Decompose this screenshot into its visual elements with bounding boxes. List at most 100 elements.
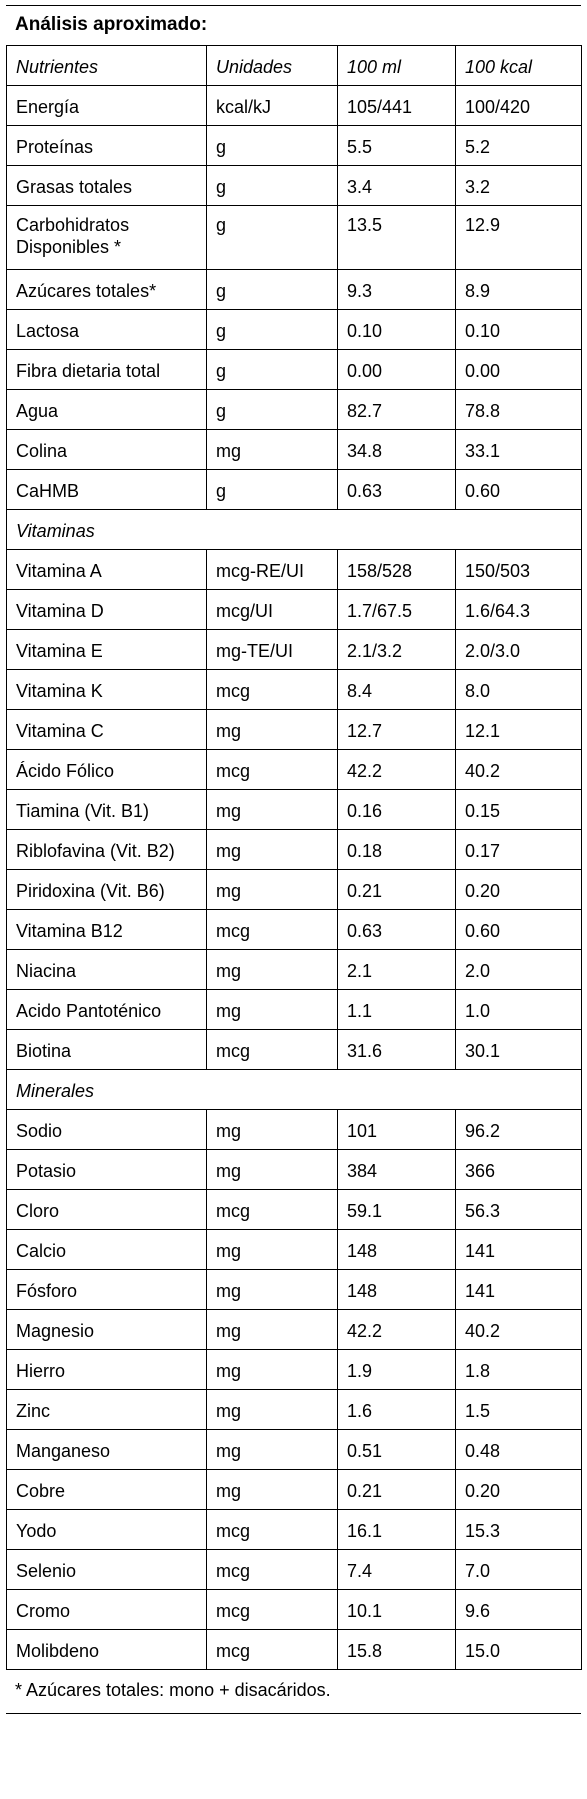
table-cell: 0.63	[337, 469, 456, 510]
table-row: Sodio mg 101 96.2	[6, 1109, 582, 1150]
table-cell: 0.17	[455, 829, 582, 870]
table-cell: 0.00	[455, 349, 582, 390]
table-cell: g	[206, 309, 338, 350]
table-cell: mcg	[206, 1189, 338, 1230]
table-cell: 366	[455, 1149, 582, 1190]
table-cell: Grasas totales	[6, 165, 207, 206]
table-cell: Niacina	[6, 949, 207, 990]
table-cell: mg	[206, 789, 338, 830]
table-row: Riblofavina (Vit. B2) mg 0.18 0.17	[6, 829, 582, 870]
table-cell: Hierro	[6, 1349, 207, 1390]
table-cell: 34.8	[337, 429, 456, 470]
table-cell: 100/420	[455, 85, 582, 126]
table-cell: 7.0	[455, 1549, 582, 1590]
header-cell: Unidades	[206, 45, 338, 86]
table-cell: mcg	[206, 1549, 338, 1590]
table-cell: Zinc	[6, 1389, 207, 1430]
table-cell: 0.10	[337, 309, 456, 350]
table-cell: mcg	[206, 669, 338, 710]
section-cell: Minerales	[6, 1069, 582, 1110]
table-cell: mcg	[206, 1029, 338, 1070]
table-cell: Tiamina (Vit. B1)	[6, 789, 207, 830]
table-cell: Vitamina E	[6, 629, 207, 670]
table-cell: g	[206, 269, 338, 310]
table-row: CaHMB g 0.63 0.60	[6, 469, 582, 510]
table-cell: mcg	[206, 909, 338, 950]
table-cell: 0.10	[455, 309, 582, 350]
table-cell: mg	[206, 1389, 338, 1430]
table-cell: mcg/UI	[206, 589, 338, 630]
table-row: Fibra dietaria total g 0.00 0.00	[6, 349, 582, 390]
table-cell: Yodo	[6, 1509, 207, 1550]
table-cell: 1.6/64.3	[455, 589, 582, 630]
table-cell: Sodio	[6, 1109, 207, 1150]
table-cell: mcg	[206, 1629, 338, 1670]
table-cell: 10.1	[337, 1589, 456, 1630]
table-cell: 3.4	[337, 165, 456, 206]
table-cell: 384	[337, 1149, 456, 1190]
table-cell: 96.2	[455, 1109, 582, 1150]
table-cell: g	[206, 349, 338, 390]
table-cell: Selenio	[6, 1549, 207, 1590]
table-cell: 1.9	[337, 1349, 456, 1390]
table-cell: mcg-RE/UI	[206, 549, 338, 590]
table-cell: 158/528	[337, 549, 456, 590]
table-cell: 1.1	[337, 989, 456, 1030]
table-row: Zinc mg 1.6 1.5	[6, 1389, 582, 1430]
table-cell: 12.7	[337, 709, 456, 750]
table-row: Biotina mcg 31.6 30.1	[6, 1029, 582, 1070]
table-row: Fósforo mg 148 141	[6, 1269, 582, 1310]
table-cell: 15.0	[455, 1629, 582, 1670]
table-cell: 31.6	[337, 1029, 456, 1070]
table-cell: mg	[206, 1469, 338, 1510]
table-cell: 16.1	[337, 1509, 456, 1550]
table-cell: Vitamina A	[6, 549, 207, 590]
table-cell: 9.3	[337, 269, 456, 310]
table-cell: 30.1	[455, 1029, 582, 1070]
table-row: Yodo mcg 16.1 15.3	[6, 1509, 582, 1550]
table-cell: 0.20	[455, 1469, 582, 1510]
table-cell: Colina	[6, 429, 207, 470]
table-cell: 56.3	[455, 1189, 582, 1230]
table-cell: g	[206, 469, 338, 510]
table-cell: 0.21	[337, 869, 456, 910]
header-cell: 100 kcal	[455, 45, 582, 86]
page: Análisis aproximado: Nutrientes Unidades 1…	[0, 5, 587, 1799]
table-row: Vitamina B12 mcg 0.63 0.60	[6, 909, 582, 950]
table-cell: Cloro	[6, 1189, 207, 1230]
table-cell: Fibra dietaria total	[6, 349, 207, 390]
table-cell: 2.1/3.2	[337, 629, 456, 670]
table-row: Cobre mg 0.21 0.20	[6, 1469, 582, 1510]
table-cell: Lactosa	[6, 309, 207, 350]
table-cell: 42.2	[337, 1309, 456, 1350]
table-cell: 1.6	[337, 1389, 456, 1430]
table-cell: 141	[455, 1229, 582, 1270]
table-cell: 9.6	[455, 1589, 582, 1630]
table-cell: mg	[206, 709, 338, 750]
table-row: Carbohidratos Disponibles * g 13.5 12.9	[6, 205, 582, 270]
table-cell: g	[206, 125, 338, 166]
section-cell: Vitaminas	[6, 509, 582, 550]
table-cell: Fósforo	[6, 1269, 207, 1310]
table-row: Acido Pantoténico mg 1.1 1.0	[6, 989, 582, 1030]
table-cell: Biotina	[6, 1029, 207, 1070]
table-cell: CaHMB	[6, 469, 207, 510]
table-cell: 2.0/3.0	[455, 629, 582, 670]
table-cell: Molibdeno	[6, 1629, 207, 1670]
table-row: Niacina mg 2.1 2.0	[6, 949, 582, 990]
table-cell: 0.20	[455, 869, 582, 910]
table-cell: 0.60	[455, 469, 582, 510]
table-row: Piridoxina (Vit. B6) mg 0.21 0.20	[6, 869, 582, 910]
table-row: Cromo mcg 10.1 9.6	[6, 1589, 582, 1630]
table-cell: 8.0	[455, 669, 582, 710]
table-cell: Riblofavina (Vit. B2)	[6, 829, 207, 870]
table-cell: 1.8	[455, 1349, 582, 1390]
table-row: Proteínas g 5.5 5.2	[6, 125, 582, 166]
table-cell: 12.1	[455, 709, 582, 750]
table-cell: Calcio	[6, 1229, 207, 1270]
table-cell: mg	[206, 829, 338, 870]
table-cell: Carbohidratos Disponibles *	[6, 205, 207, 270]
